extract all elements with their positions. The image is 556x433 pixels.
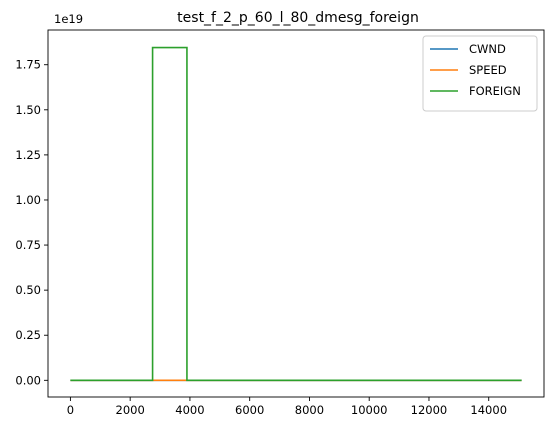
y-tick-label: 0.25	[15, 328, 41, 342]
x-tick-label: 14000	[470, 403, 507, 417]
y-tick-label: 0.00	[15, 373, 41, 387]
y-tick-label: 1.50	[15, 103, 41, 117]
y-tick-label: 1.00	[15, 193, 41, 207]
x-axis: 0 2000 4000 6000 8000 10000 12000 14000	[67, 397, 507, 417]
legend-label-cwnd: CWND	[469, 42, 506, 56]
y-tick-label: 1.75	[15, 58, 41, 72]
chart-title: test_f_2_p_60_l_80_dmesg_foreign	[177, 10, 419, 26]
legend-label-speed: SPEED	[469, 63, 507, 77]
y-axis: 0.00 0.25 0.50 0.75 1.00 1.25 1.50 1.75	[15, 58, 48, 387]
series-layer	[70, 46, 522, 382]
legend-label-foreign: FOREIGN	[469, 84, 521, 98]
y-offset-text: 1e19	[54, 12, 83, 26]
legend: CWND SPEED FOREIGN	[422, 35, 538, 112]
x-tick-label: 2000	[116, 403, 145, 417]
series-line-foreign	[70, 46, 522, 382]
x-tick-label: 6000	[235, 403, 264, 417]
legend-box	[422, 35, 538, 112]
x-tick-label: 8000	[295, 403, 324, 417]
y-tick-label: 0.75	[15, 238, 41, 252]
x-tick-label: 12000	[411, 403, 448, 417]
x-tick-label: 0	[67, 403, 74, 417]
y-tick-label: 1.25	[15, 148, 41, 162]
axes-frame	[47, 29, 545, 398]
x-tick-label: 10000	[351, 403, 388, 417]
y-tick-label: 0.50	[15, 283, 41, 297]
x-tick-label: 4000	[175, 403, 204, 417]
